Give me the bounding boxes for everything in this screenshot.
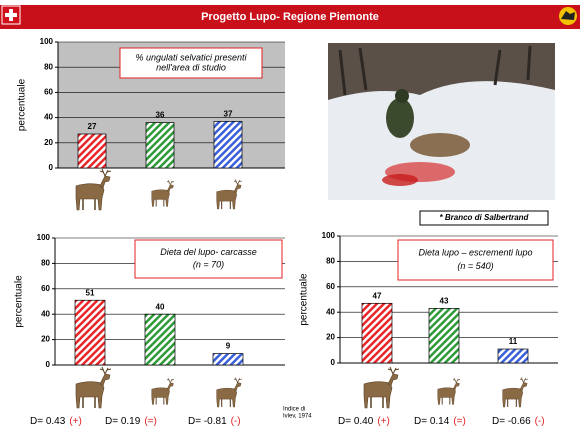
y-tick-label: 100 xyxy=(322,231,336,240)
caption-box xyxy=(419,210,549,226)
index-sign: (+) xyxy=(377,416,390,427)
y-tick-label: 20 xyxy=(41,335,50,344)
y-tick-label: 40 xyxy=(44,113,53,122)
y-tick-label: 0 xyxy=(331,358,336,367)
index-sign: (-) xyxy=(535,416,545,427)
y-tick-label: 20 xyxy=(44,138,53,147)
photo-caption: * Branco di Salbertrand xyxy=(440,213,530,222)
flag-icon xyxy=(1,5,21,25)
ivlev-note: Indice di xyxy=(283,407,305,413)
y-tick-label: 20 xyxy=(326,333,335,342)
bar xyxy=(361,302,393,364)
index-label: D= 0.19 xyxy=(105,416,141,427)
y-axis-label: percentuale xyxy=(299,273,310,326)
ivlev-index: D= 0.40 (+) xyxy=(338,416,390,427)
y-tick-label: 0 xyxy=(49,163,54,172)
value-label: 43 xyxy=(440,296,449,305)
y-tick-label: 0 xyxy=(46,360,51,369)
wolf-icon xyxy=(559,7,577,25)
index-sign: (-) xyxy=(231,416,241,427)
value-label: 9 xyxy=(226,342,231,351)
value-label: 51 xyxy=(86,288,95,297)
y-axis-label: percentuale xyxy=(14,275,25,328)
annotation-box xyxy=(134,239,283,279)
index-sign: (=) xyxy=(144,416,157,427)
value-label: 27 xyxy=(88,122,97,131)
annotation: Dieta lupo – escrementi lupo xyxy=(418,248,532,258)
index-label: D= 0.14 xyxy=(414,416,450,427)
ivlev-index: D= -0.66 (-) xyxy=(492,416,545,427)
index-sign: (+) xyxy=(69,416,82,427)
index-sign: (=) xyxy=(453,416,466,427)
index-label: D= 0.43 xyxy=(30,416,66,427)
header-title: Progetto Lupo- Regione Piemonte xyxy=(201,11,379,23)
value-label: 37 xyxy=(224,109,233,118)
y-tick-label: 80 xyxy=(44,62,53,71)
y-tick-label: 80 xyxy=(41,259,50,268)
annotation: (n = 540) xyxy=(457,261,493,271)
ivlev-index: D= -0.81 (-) xyxy=(188,416,241,427)
value-label: 47 xyxy=(373,291,382,300)
bar xyxy=(145,122,175,169)
y-tick-label: 100 xyxy=(40,37,54,46)
annotation-box xyxy=(397,239,554,281)
index-label: D= -0.81 xyxy=(188,416,227,427)
annotation: (n = 70) xyxy=(193,260,224,270)
header-bar xyxy=(0,5,580,29)
photo xyxy=(328,43,555,200)
y-tick-label: 40 xyxy=(41,309,50,318)
annotation: % ungulati selvatici presenti xyxy=(135,52,247,62)
y-tick-label: 60 xyxy=(41,284,50,293)
y-tick-label: 100 xyxy=(37,233,51,242)
ivlev-index: D= 0.19 (=) xyxy=(105,416,157,427)
bar xyxy=(74,299,106,366)
index-label: D= 0.40 xyxy=(338,416,374,427)
annotation-box xyxy=(119,47,263,79)
bar xyxy=(77,133,107,169)
y-tick-label: 60 xyxy=(44,88,53,97)
y-tick-label: 40 xyxy=(326,307,335,316)
annotation: Dieta del lupo- carcasse xyxy=(160,247,257,257)
ivlev-index: D= 0.14 (=) xyxy=(414,416,466,427)
bar xyxy=(144,313,176,366)
bar xyxy=(213,121,243,169)
annotation: nell'area di studio xyxy=(156,62,226,72)
value-label: 36 xyxy=(156,111,165,120)
y-axis-label: percentuale xyxy=(17,78,28,131)
bar xyxy=(212,353,244,366)
bar xyxy=(428,308,460,364)
y-tick-label: 60 xyxy=(326,282,335,291)
ivlev-index: D= 0.43 (+) xyxy=(30,416,82,427)
index-label: D= -0.66 xyxy=(492,416,531,427)
y-tick-label: 80 xyxy=(326,257,335,266)
value-label: 40 xyxy=(156,302,165,311)
value-label: 11 xyxy=(509,337,518,346)
bar xyxy=(497,348,529,364)
ivlev-note: Ivlev, 1974 xyxy=(283,414,312,420)
